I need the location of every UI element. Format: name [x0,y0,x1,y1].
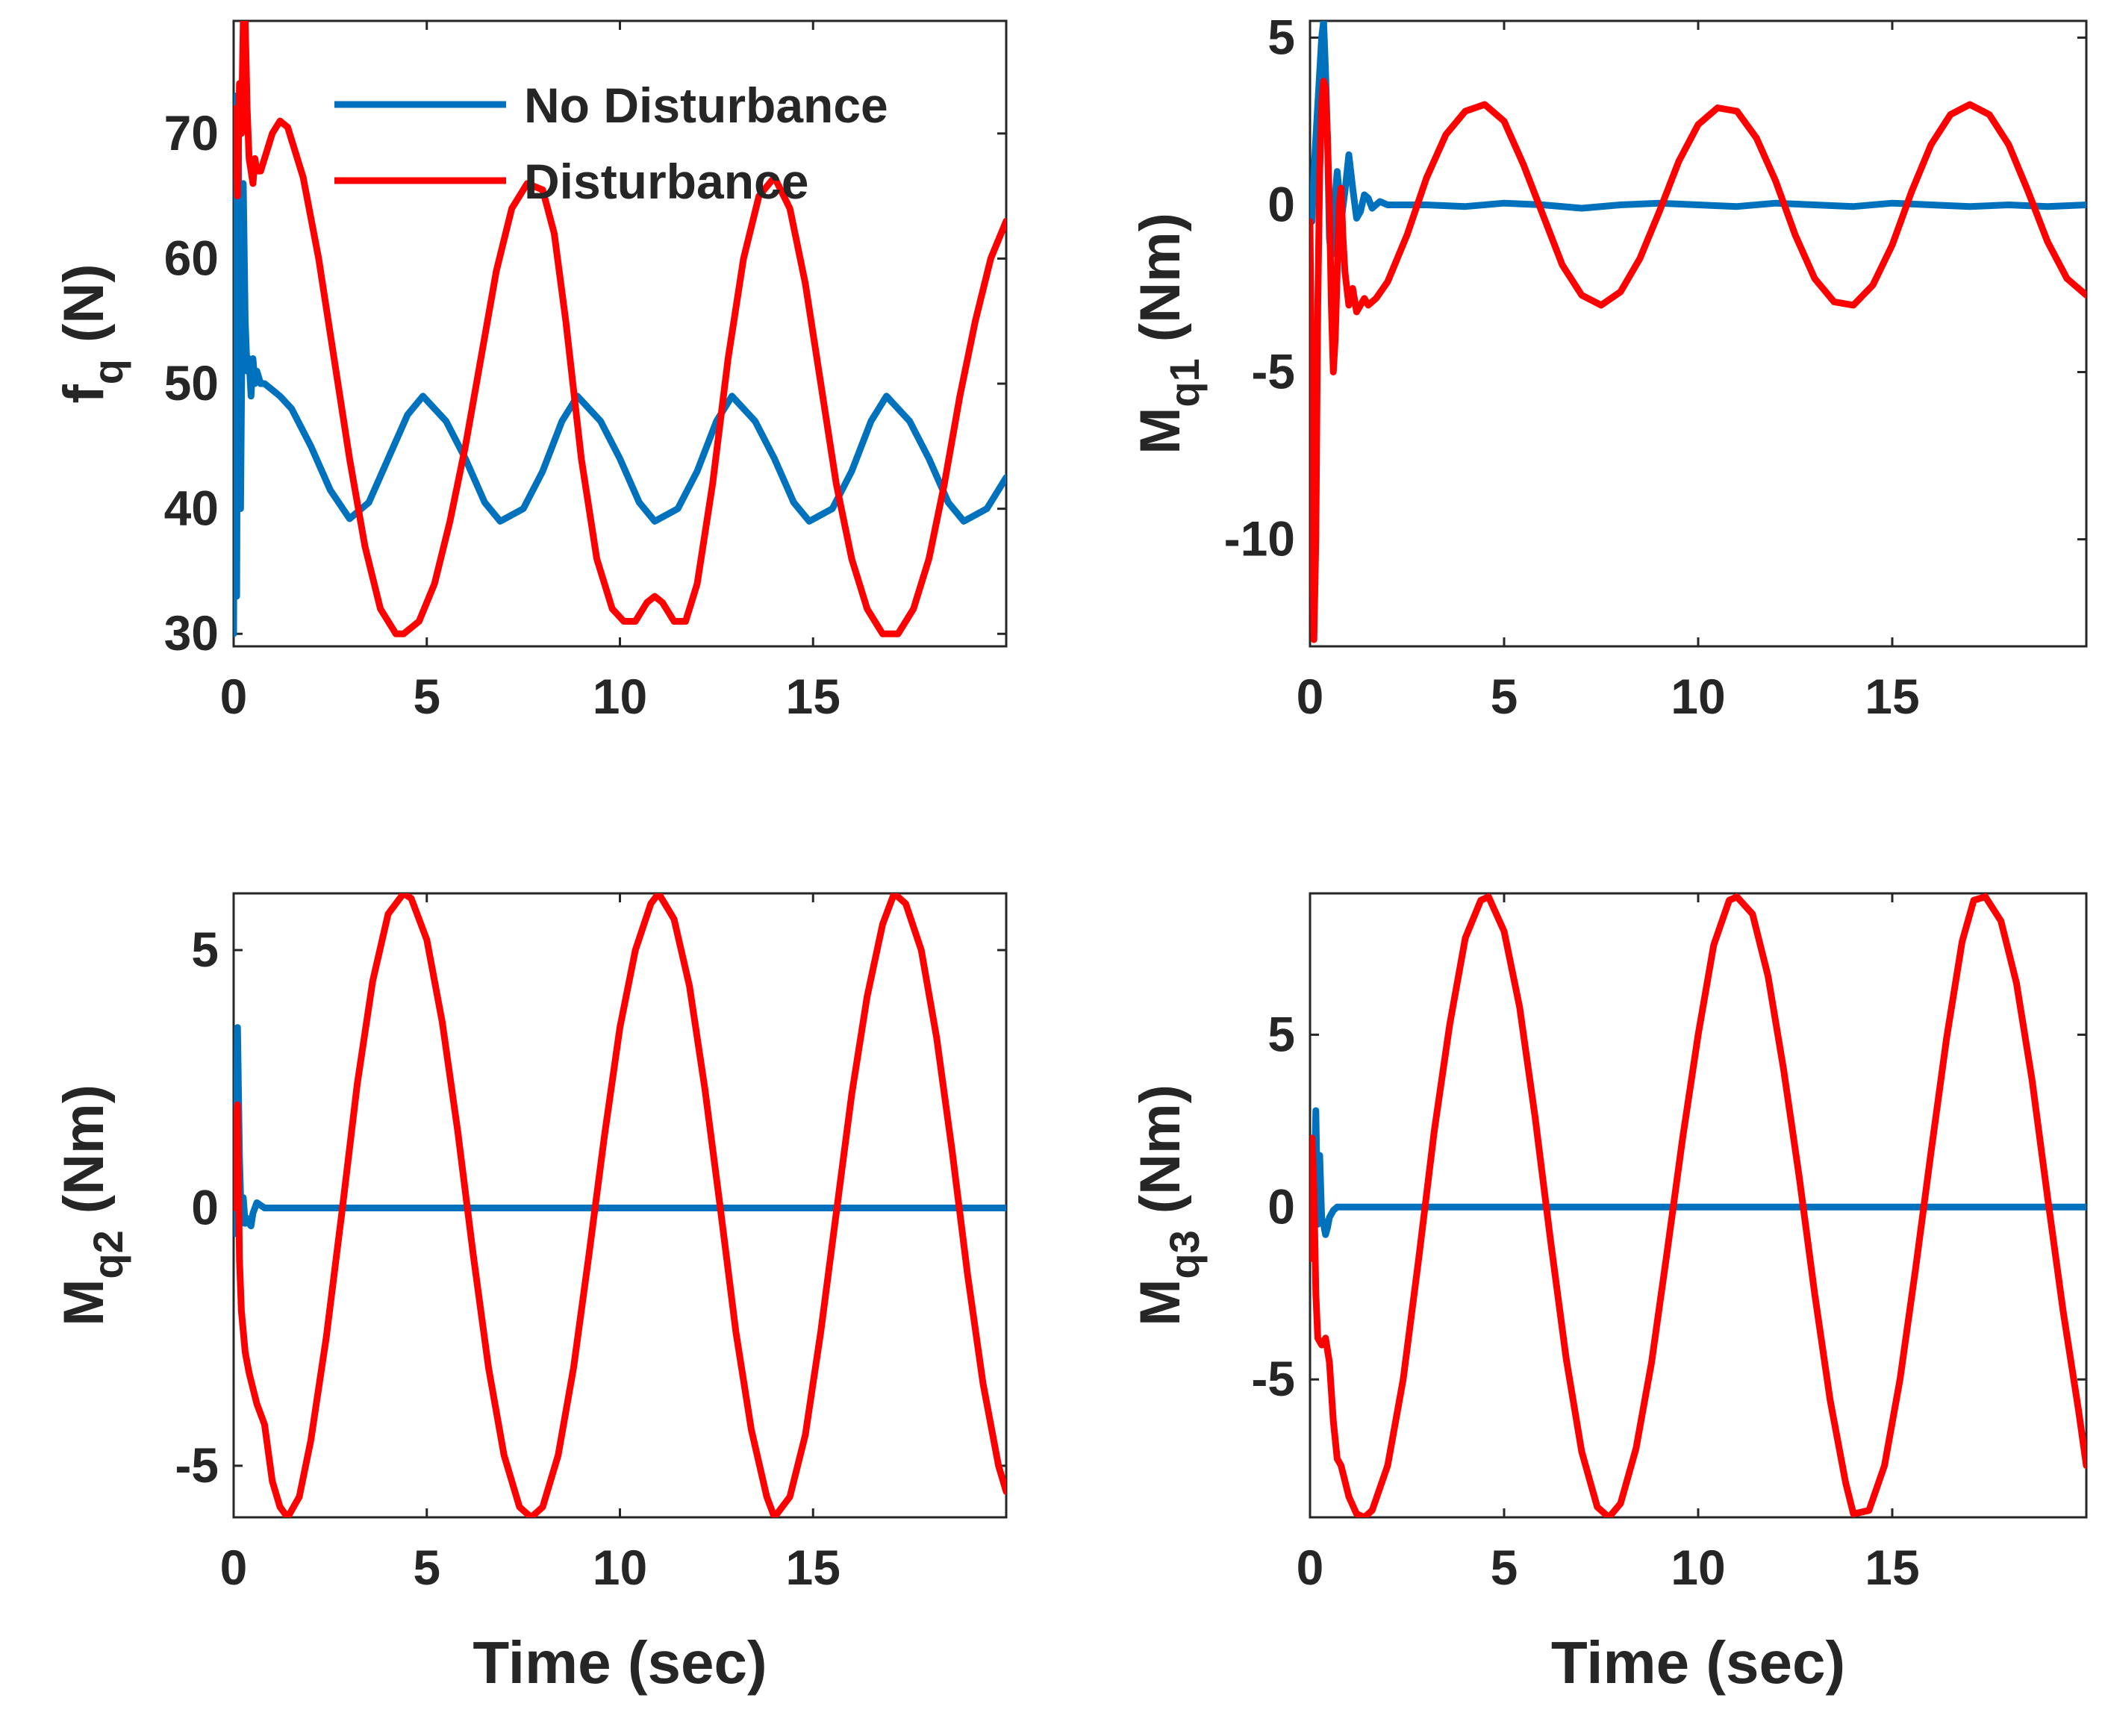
bottom-right-series-disturbance [1310,893,2086,1517]
top-right-ylabel-main: M [1129,408,1192,455]
legend-label-disturbance: Disturbance [524,154,808,209]
legend-label-no-disturbance: No Disturbance [524,78,888,133]
bottom-right-ytick-label: -5 [1251,1351,1295,1406]
bottom-left-ylabel-unit: (Nm) [52,1084,116,1214]
top-right-xtick-label: 10 [1671,669,1725,724]
bottom-left-xlabel: Time (sec) [473,1629,767,1696]
top-left-ytick-label: 50 [164,355,219,410]
bottom-right-ylabel-main: M [1129,1279,1192,1326]
bottom-left-ytick-label: 5 [191,922,219,977]
top-right-plot-area [1309,19,2088,648]
top-left-series-no-disturbance [234,93,1006,637]
bottom-left-ytick-label: -5 [175,1437,219,1493]
top-right-ylabel: Mq1 (Nm) [1129,213,1208,455]
bottom-right-ylabel: Mq3 (Nm) [1129,1084,1208,1326]
bottom-right-xlabel: Time (sec) [1551,1629,1845,1696]
bottom-left-xtick-label: 10 [593,1540,647,1595]
legend: No Disturbance Disturbance [334,78,888,209]
top-right-xtick-label: 5 [1491,669,1518,724]
top-left-series-disturbance [234,21,1006,637]
top-left-ylabel-subscript: q [84,359,131,384]
top-left-xtick-label: 5 [413,669,440,724]
top-right-series-disturbance [1310,78,2086,643]
bottom-right-xtick-label: 0 [1297,1540,1324,1595]
top-left-ylabel: fq (N) [52,263,131,403]
top-left-xtick-label: 15 [786,669,841,724]
bottom-left-ylabel-subscript: q2 [84,1230,131,1278]
top-left-xtick-label: 10 [593,669,647,724]
bottom-right-ytick-label: 0 [1267,1178,1295,1234]
bottom-right-ylabel-unit: (Nm) [1129,1084,1192,1214]
top-right-ytick-label: 5 [1267,9,1295,64]
top-right-xtick-label: 15 [1865,669,1919,724]
bottom-right-panel: 0 5 10 15 -5 0 5 Mq3 (Nm) Time (sec) [1129,892,2088,1696]
bottom-left-ytick-label: 0 [191,1179,219,1234]
bottom-right-ytick-label: 5 [1267,1006,1295,1061]
top-left-ylabel-main: f [52,384,116,404]
bottom-left-xtick-label: 0 [220,1540,248,1595]
top-left-ylabel-unit: (N) [52,263,116,343]
bottom-right-xtick-label: 10 [1671,1540,1725,1595]
top-left-ytick-label: 70 [164,105,219,160]
top-left-panel: 0 5 10 15 30 40 50 60 70 fq (N) No Disturbance Distu… [52,19,1008,724]
bottom-left-ylabel: Mq2 (Nm) [52,1084,131,1326]
top-left-xtick-label: 0 [220,669,248,724]
top-left-ytick-label: 30 [164,605,219,661]
top-right-panel: 0 5 10 15 -10 -5 0 5 Mq1 (Nm) [1129,9,2088,724]
bottom-left-ylabel-main: M [52,1279,116,1326]
top-right-ytick-label: 0 [1267,176,1295,231]
top-right-ylabel-unit: (Nm) [1129,213,1192,342]
bottom-right-xtick-label: 15 [1865,1540,1919,1595]
bottom-right-series-no-disturbance [1310,1107,2086,1238]
bottom-left-xtick-label: 15 [786,1540,841,1595]
top-left-ytick-label: 40 [164,481,219,536]
bottom-left-xtick-label: 5 [413,1540,440,1595]
top-right-ytick-label: -10 [1224,511,1295,566]
top-right-series-no-disturbance [1310,21,2086,259]
bottom-left-series-disturbance [234,893,1006,1517]
top-right-ytick-label: -5 [1251,344,1295,399]
top-left-ytick-label: 60 [164,230,219,285]
bottom-right-ylabel-subscript: q3 [1161,1230,1208,1278]
top-right-xtick-label: 0 [1297,669,1324,724]
top-right-ylabel-subscript: q1 [1161,358,1208,407]
bottom-right-xtick-label: 5 [1491,1540,1518,1595]
